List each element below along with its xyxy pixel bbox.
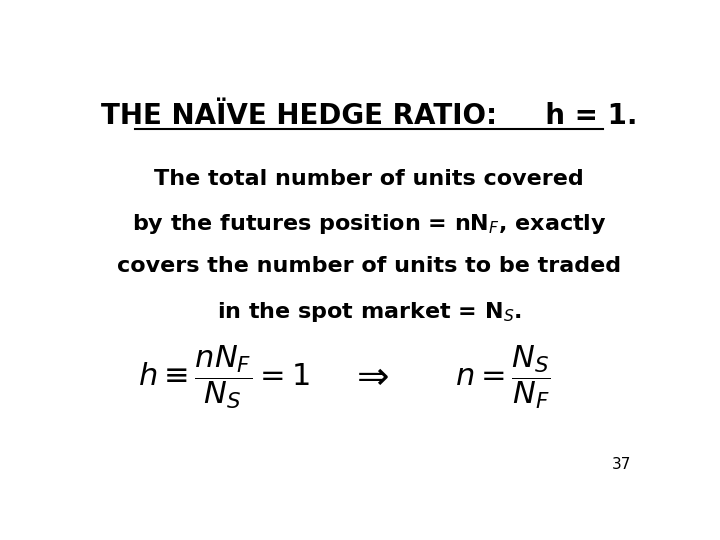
Text: $h \equiv \dfrac{nN_F}{N_S} = 1$: $h \equiv \dfrac{nN_F}{N_S} = 1$: [138, 343, 310, 410]
Text: $\Rightarrow$: $\Rightarrow$: [349, 357, 389, 396]
Text: 37: 37: [612, 457, 631, 472]
Text: in the spot market = N$_{S}$.: in the spot market = N$_{S}$.: [217, 300, 521, 323]
Text: The total number of units covered: The total number of units covered: [154, 168, 584, 189]
Text: $n = \dfrac{N_S}{N_F}$: $n = \dfrac{N_S}{N_F}$: [455, 343, 551, 410]
Text: covers the number of units to be traded: covers the number of units to be traded: [117, 256, 621, 276]
Text: THE NAÏVE HEDGE RATIO:     h = 1.: THE NAÏVE HEDGE RATIO: h = 1.: [101, 102, 637, 130]
Text: by the futures position = nN$_{F}$, exactly: by the futures position = nN$_{F}$, exac…: [132, 212, 606, 237]
